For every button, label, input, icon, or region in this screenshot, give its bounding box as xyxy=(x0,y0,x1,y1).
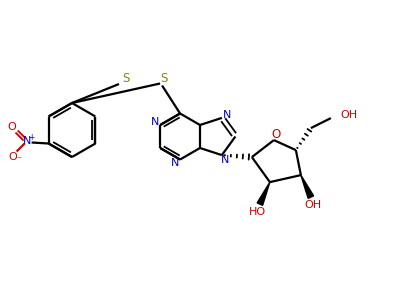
Text: O: O xyxy=(7,122,16,133)
Text: O: O xyxy=(8,152,17,161)
Text: S: S xyxy=(122,71,130,85)
Text: N: N xyxy=(171,158,179,167)
Text: HO: HO xyxy=(249,207,266,217)
Text: N: N xyxy=(221,155,229,165)
Text: N: N xyxy=(223,110,231,120)
Text: N: N xyxy=(22,136,31,146)
Text: +: + xyxy=(28,133,35,142)
Text: OH: OH xyxy=(304,200,322,210)
Text: S: S xyxy=(160,72,168,85)
Text: O: O xyxy=(271,128,280,141)
Text: N: N xyxy=(151,117,159,127)
Text: ⁻: ⁻ xyxy=(16,155,21,166)
Polygon shape xyxy=(257,182,270,205)
Text: OH: OH xyxy=(341,110,358,120)
Polygon shape xyxy=(301,175,314,198)
